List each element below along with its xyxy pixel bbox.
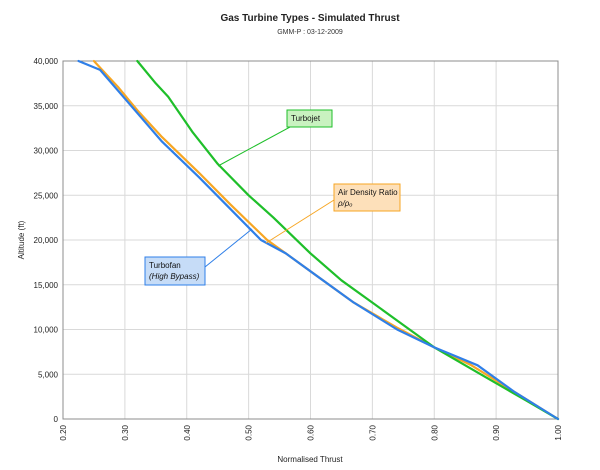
x-axis-label: Normalised Thrust: [277, 455, 343, 464]
annotation-text: (High Bypass): [149, 272, 200, 281]
x-tick-label: 1.00: [554, 424, 563, 440]
annotation-text: Air Density Ratio: [338, 188, 398, 197]
series: [77, 59, 560, 421]
x-tick-label: 0.80: [430, 424, 439, 440]
annotation-text: Turbofan: [149, 261, 181, 270]
annotation-box: [286, 109, 333, 128]
x-tick-label: 0.60: [307, 424, 316, 440]
y-tick-label: 30,000: [34, 147, 59, 156]
chart-title: Gas Turbine Types - Simulated Thrust: [220, 13, 400, 24]
series-line-turbofan: [77, 59, 560, 421]
y-tick-label: 20,000: [34, 236, 59, 245]
x-axis-ticks: 0.20 0.30 0.40 0.50 0.60 0.70 0.80 0.90 1.00: [59, 424, 563, 440]
annotation-turbofan: Turbofan (High Bypass): [144, 228, 253, 286]
x-tick-label: 0.50: [245, 424, 254, 440]
x-tick-label: 0.30: [121, 424, 130, 440]
x-tick-label: 0.90: [492, 424, 501, 440]
y-tick-label: 15,000: [34, 281, 59, 290]
y-tick-label: 25,000: [34, 191, 59, 200]
annotation-box: [333, 183, 401, 212]
y-tick-label: 35,000: [34, 102, 59, 111]
annotations: Turbojet Air Density Ratio ρ/ρₒ Turbofan (Hi…: [144, 109, 401, 286]
x-tick-label: 0.70: [368, 424, 377, 440]
y-axis-label: Altitude (ft): [17, 220, 26, 259]
y-axis-ticks: 0 5,000 10,000 15,000 20,000 25,000 30,000 35,0…: [34, 57, 59, 424]
annotation-box: [144, 256, 206, 286]
plot-frame: [62, 60, 559, 420]
annotation-leader: [265, 199, 335, 244]
y-tick-label: 5,000: [38, 370, 59, 379]
annotation-leader: [204, 228, 253, 268]
y-tick-label: 0: [54, 415, 59, 424]
chart-subtitle: GMM-P : 03-12-2009: [277, 29, 343, 36]
annotation-turbojet: Turbojet: [217, 109, 333, 167]
annotation-text: Turbojet: [291, 114, 321, 123]
y-tick-label: 10,000: [34, 326, 59, 335]
annotation-air-density-ratio: Air Density Ratio ρ/ρₒ: [265, 183, 401, 244]
series-line-turbojet: [136, 59, 560, 421]
annotation-leader: [217, 126, 291, 167]
annotation-text: ρ/ρₒ: [337, 199, 353, 208]
y-tick-label: 40,000: [34, 57, 59, 66]
x-tick-label: 0.40: [183, 424, 192, 440]
x-tick-label: 0.20: [59, 424, 68, 440]
